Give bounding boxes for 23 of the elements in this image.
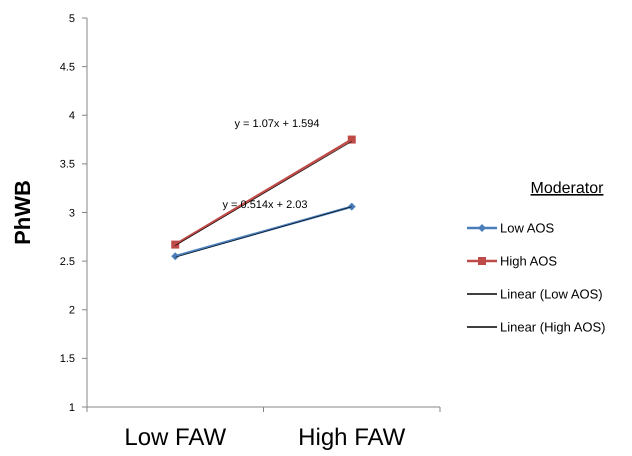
y-tick-label: 4.5	[60, 61, 75, 74]
legend-title: Moderator	[530, 180, 604, 197]
y-tick-label: 5	[68, 12, 75, 25]
annotation: y = 1.07x + 1.594	[234, 118, 320, 130]
legend-label: Low AOS	[500, 220, 555, 236]
legend-label: Linear (High AOS)	[500, 320, 606, 335]
annotation: y = 0.514x + 2.03	[222, 199, 308, 211]
y-tick-label: 3	[68, 207, 75, 220]
y-tick-label: 4	[68, 110, 75, 122]
point	[348, 202, 356, 211]
y-tick-label: 1.5	[60, 353, 75, 366]
x-tick-label: High FAW	[298, 424, 406, 451]
legend-label: Linear (Low AOS)	[500, 286, 603, 302]
point	[171, 252, 180, 260]
y-axis-title: PhWB	[10, 180, 35, 245]
y-tick-label: 1	[68, 402, 75, 414]
point	[348, 136, 356, 144]
legend-label: High AOS	[500, 254, 558, 269]
y-tick-label: 2	[68, 304, 75, 317]
x-tick-label: Low FAW	[124, 424, 226, 451]
point	[171, 240, 180, 249]
y-tick-label: 2.5	[60, 256, 75, 268]
y-tick-label: 3.5	[60, 158, 75, 171]
